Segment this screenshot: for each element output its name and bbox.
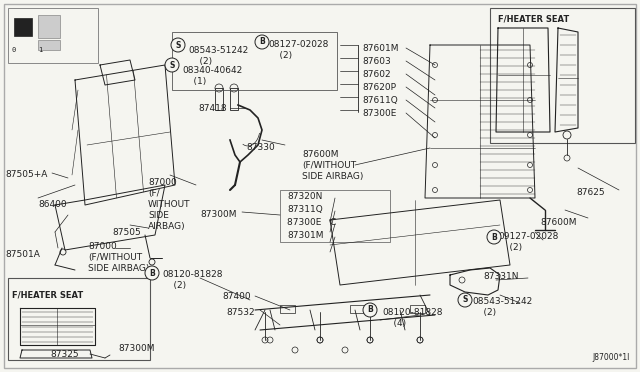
Text: 87505: 87505 — [112, 228, 141, 237]
Text: B: B — [491, 232, 497, 241]
Text: 0: 0 — [12, 47, 16, 53]
Text: 87320N: 87320N — [287, 192, 323, 201]
Text: 08543-51242
    (2): 08543-51242 (2) — [472, 297, 532, 317]
Text: 87600M
(F/WITHOUT
SIDE AIRBAG): 87600M (F/WITHOUT SIDE AIRBAG) — [302, 150, 364, 181]
Text: 08120-81828
    (2): 08120-81828 (2) — [162, 270, 223, 290]
Text: S: S — [462, 295, 468, 305]
Text: 1: 1 — [38, 47, 42, 53]
Text: 87418: 87418 — [198, 104, 227, 113]
Text: 87000
(F/
WITHOUT
SIDE
AIRBAG): 87000 (F/ WITHOUT SIDE AIRBAG) — [148, 178, 191, 231]
Text: 87532: 87532 — [226, 308, 255, 317]
Text: 87505+A: 87505+A — [5, 170, 47, 179]
Bar — [172, 32, 337, 90]
Circle shape — [145, 266, 159, 280]
Text: 87501A: 87501A — [5, 250, 40, 259]
Text: 08340-40642
    (1): 08340-40642 (1) — [182, 66, 243, 86]
Text: 87325: 87325 — [50, 350, 79, 359]
Bar — [8, 8, 98, 63]
Bar — [490, 8, 635, 143]
Text: 87625: 87625 — [576, 188, 605, 197]
Text: 87311Q: 87311Q — [287, 205, 323, 214]
Text: 87400: 87400 — [222, 292, 251, 301]
Text: 87301M: 87301M — [287, 231, 323, 240]
Text: 87000
(F/WITHOUT
SIDE AIRBAG): 87000 (F/WITHOUT SIDE AIRBAG) — [88, 242, 149, 273]
Bar — [410, 305, 425, 313]
Bar — [14, 18, 32, 36]
Text: 87300E   C: 87300E C — [287, 218, 336, 227]
Bar — [280, 190, 390, 242]
Text: 08543-51242
    (2): 08543-51242 (2) — [188, 46, 248, 66]
Text: 87300M: 87300M — [200, 210, 237, 219]
Circle shape — [458, 293, 472, 307]
Text: B: B — [367, 305, 373, 314]
Text: 87600M: 87600M — [540, 218, 577, 227]
Text: 87331N: 87331N — [483, 272, 518, 281]
Text: F/HEATER SEAT: F/HEATER SEAT — [12, 290, 83, 299]
Text: J87000*1I: J87000*1I — [593, 353, 630, 362]
Bar — [215, 88, 223, 110]
Bar — [38, 15, 60, 38]
Bar — [280, 305, 295, 313]
Text: 86400: 86400 — [38, 200, 67, 209]
Text: 09127-02028
    (2): 09127-02028 (2) — [498, 232, 558, 252]
Bar — [8, 278, 150, 360]
Text: 87603: 87603 — [362, 57, 391, 66]
Text: 87602: 87602 — [362, 70, 390, 79]
Text: 87620P: 87620P — [362, 83, 396, 92]
Text: 87300M: 87300M — [118, 344, 154, 353]
Text: F/HEATER SEAT: F/HEATER SEAT — [498, 14, 569, 23]
Circle shape — [165, 58, 179, 72]
Text: S: S — [175, 41, 180, 49]
Text: B: B — [149, 269, 155, 278]
Circle shape — [171, 38, 185, 52]
Circle shape — [363, 303, 377, 317]
Text: 87601M: 87601M — [362, 44, 399, 53]
Bar — [230, 88, 238, 110]
Circle shape — [487, 230, 501, 244]
Bar — [350, 305, 365, 313]
Circle shape — [255, 35, 269, 49]
Text: 08127-02028
    (2): 08127-02028 (2) — [268, 40, 328, 60]
Text: 87611Q: 87611Q — [362, 96, 397, 105]
Text: 87300E: 87300E — [362, 109, 396, 118]
Text: 87330: 87330 — [246, 143, 275, 152]
Bar — [38, 40, 60, 50]
Text: B: B — [259, 38, 265, 46]
Text: S: S — [170, 61, 175, 70]
Text: 08120-81828
    (4): 08120-81828 (4) — [382, 308, 442, 328]
